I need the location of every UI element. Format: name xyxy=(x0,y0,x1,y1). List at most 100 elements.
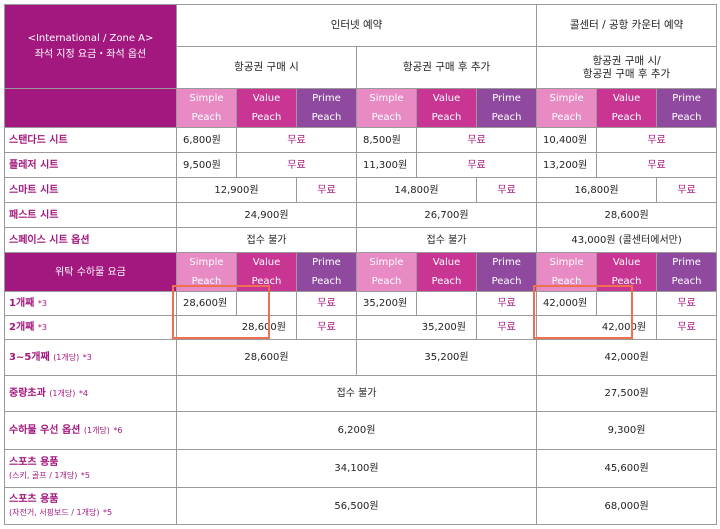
price-cell: 10,400원 xyxy=(536,127,598,153)
table-row: 2개째 *3 28,600원 무료 35,200원 무료 42,000원 무료 xyxy=(4,315,718,340)
free-cell: 무료 xyxy=(596,152,718,178)
row-label: 패스트 시트 xyxy=(4,202,177,228)
price-cell: 35,200원 xyxy=(356,291,417,316)
seat-fare-table: <International / Zone A> 좌석 지정 요금・좌석 옵션 … xyxy=(4,4,718,525)
sub-header-at-purchase: 항공권 구매 시 xyxy=(176,46,357,89)
free-cell: 무료 xyxy=(415,152,538,178)
price-cell: 56,500원 xyxy=(175,487,538,525)
row-label: 스탠다드 시트 xyxy=(4,127,177,153)
group-header-internet: 인터넷 예약 xyxy=(175,4,538,47)
class-simple-peach: Simple Peach xyxy=(356,88,417,128)
price-cell: 16,800원 xyxy=(536,177,658,203)
class-prime-peach: Prime Peach xyxy=(296,88,357,128)
free-cell: 무료 xyxy=(296,291,357,316)
baggage-fee-header: 위탁 수하물 요금 xyxy=(4,252,177,292)
row-label: 스포츠 용품 (자전거, 서핑보드 / 1개당) *5 xyxy=(4,487,177,525)
class-value-peach: Value Peach xyxy=(416,88,477,128)
free-cell: 무료 xyxy=(475,177,538,203)
sub-call-line2: 항공권 구매 후 추가 xyxy=(582,67,671,80)
free-cell: 무료 xyxy=(656,291,718,316)
empty-cell xyxy=(236,291,297,316)
price-cell: 12,900원 xyxy=(176,177,297,203)
class-header-row: Simple Peach Value Peach Prime Peach Simple… xyxy=(4,88,718,128)
row-label: 1개째 *3 xyxy=(4,291,177,316)
price-cell: 27,500원 xyxy=(536,375,718,412)
class-prime-peach: Prime Peach xyxy=(475,88,538,128)
table-row: 스페이스 시트 옵션 접수 불가 접수 불가 43,000원 (콜센터에서만) xyxy=(4,227,718,253)
class-simple-peach: Simple Peach xyxy=(176,88,237,128)
sub-header-after-purchase: 항공권 구매 후 추가 xyxy=(355,46,538,89)
table-row: 스포츠 용품 (자전거, 서핑보드 / 1개당) *5 56,500원 68,00… xyxy=(4,487,718,525)
table-row: 스탠다드 시트 6,800원 무료 8,500원 무료 10,400원 무료 xyxy=(4,127,718,153)
row-label: 2개째 *3 xyxy=(4,315,177,340)
price-cell: 13,200원 xyxy=(536,152,598,178)
price-cell: 35,200원 xyxy=(356,315,477,340)
price-cell: 9,500원 xyxy=(176,152,237,178)
price-cell: 43,000원 (콜센터에서만) xyxy=(536,227,718,253)
table-row: 플레저 시트 9,500원 무료 11,300원 무료 13,200원 무료 xyxy=(4,152,718,178)
row-label: 수하물 우선 옵션 (1개당) *6 xyxy=(4,411,177,450)
price-cell: 68,000원 xyxy=(536,487,718,525)
sub-call-line1: 항공권 구매 시/ xyxy=(592,54,661,67)
zone-label: <International / Zone A> xyxy=(27,32,154,44)
free-cell: 무료 xyxy=(415,127,538,153)
class-simple-peach: Simple Peach xyxy=(356,252,417,292)
price-cell: 8,500원 xyxy=(356,127,417,153)
empty-cell xyxy=(596,291,658,316)
price-cell: 26,700원 xyxy=(355,202,538,228)
price-cell: 6,800원 xyxy=(176,127,237,153)
table-row: 패스트 시트 24,900원 26,700원 28,600원 xyxy=(4,202,718,228)
free-cell: 무료 xyxy=(296,177,357,203)
class-value-peach: Value Peach xyxy=(596,88,658,128)
price-cell: 28,600원 xyxy=(176,339,357,376)
empty-cell xyxy=(416,291,477,316)
table-row: 중량초과 (1개당) *4 접수 불가 27,500원 xyxy=(4,375,718,412)
row-label: 중량초과 (1개당) *4 xyxy=(4,375,177,412)
price-cell: 접수 불가 xyxy=(355,227,538,253)
price-cell: 접수 불가 xyxy=(175,375,538,412)
row-label: 3~5개째 (1개당) *3 xyxy=(4,339,177,376)
table-row: 수하물 우선 옵션 (1개당) *6 6,200원 9,300원 xyxy=(4,411,718,450)
row-label: 스마트 시트 xyxy=(4,177,177,203)
price-cell: 접수 불가 xyxy=(176,227,357,253)
price-cell: 28,600원 xyxy=(536,202,718,228)
highlight-box-callcenter xyxy=(533,285,633,339)
free-cell: 무료 xyxy=(656,177,718,203)
class-prime-peach: Prime Peach xyxy=(475,252,538,292)
free-cell: 무료 xyxy=(236,127,357,153)
class-simple-peach: Simple Peach xyxy=(536,88,598,128)
row-label: 플레저 시트 xyxy=(4,152,177,178)
class-prime-peach: Prime Peach xyxy=(656,252,718,292)
price-cell: 11,300원 xyxy=(356,152,417,178)
price-cell: 35,200원 xyxy=(355,339,538,376)
price-cell: 45,600원 xyxy=(536,449,718,488)
free-cell: 무료 xyxy=(296,315,357,340)
row-label: 스페이스 시트 옵션 xyxy=(4,227,177,253)
class-header-blank xyxy=(4,88,177,128)
class-value-peach: Value Peach xyxy=(416,252,477,292)
table-row: 3~5개째 (1개당) *3 28,600원 35,200원 42,000원 xyxy=(4,339,718,376)
table-row: 스포츠 용품 (스키, 골프 / 1개당) *5 34,100원 45,600원 xyxy=(4,449,718,488)
sub-header-callcenter: 항공권 구매 시/ 항공권 구매 후 추가 xyxy=(536,46,718,89)
free-cell: 무료 xyxy=(596,127,718,153)
free-cell: 무료 xyxy=(656,315,718,340)
free-cell: 무료 xyxy=(475,315,538,340)
table-corner-header: <International / Zone A> 좌석 지정 요금・좌석 옵션 xyxy=(4,4,177,89)
price-cell: 42,000원 xyxy=(536,315,658,340)
price-cell: 9,300원 xyxy=(536,411,718,450)
row-label: 스포츠 용품 (스키, 골프 / 1개당) *5 xyxy=(4,449,177,488)
price-cell: 6,200원 xyxy=(175,411,538,450)
price-cell: 42,000원 xyxy=(536,339,718,376)
class-prime-peach: Prime Peach xyxy=(656,88,718,128)
corner-subtitle: 좌석 지정 요금・좌석 옵션 xyxy=(34,48,147,60)
price-cell: 24,900원 xyxy=(176,202,357,228)
free-cell: 무료 xyxy=(475,291,538,316)
class-prime-peach: Prime Peach xyxy=(296,252,357,292)
class-value-peach: Value Peach xyxy=(236,88,297,128)
fare-table-container: <International / Zone A> 좌석 지정 요금・좌석 옵션 … xyxy=(4,4,718,525)
highlight-box-internet xyxy=(172,285,270,339)
group-header-callcenter: 콜센터 / 공항 카운터 예약 xyxy=(536,4,718,47)
free-cell: 무료 xyxy=(236,152,357,178)
price-cell: 34,100원 xyxy=(175,449,538,488)
table-row: 스마트 시트 12,900원 무료 14,800원 무료 16,800원 무료 xyxy=(4,177,718,203)
